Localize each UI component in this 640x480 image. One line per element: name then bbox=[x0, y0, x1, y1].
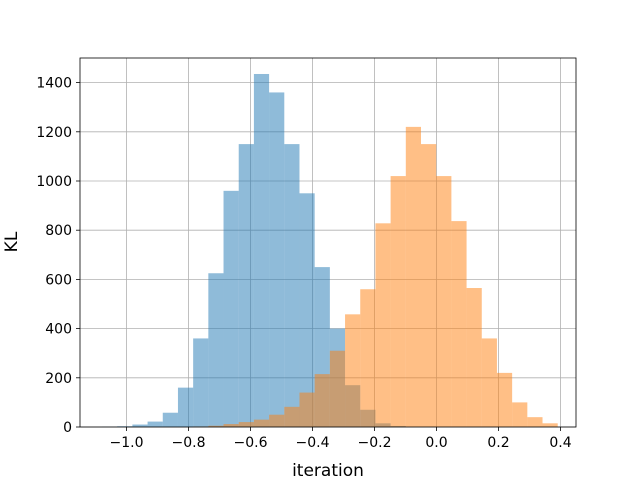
x-tick-label-3: −0.4 bbox=[296, 435, 330, 451]
bar-s1-6 bbox=[284, 406, 300, 427]
y-tick-label-1: 200 bbox=[45, 371, 72, 387]
bar-s0-8 bbox=[223, 190, 239, 427]
y-tick-label-2: 400 bbox=[45, 322, 72, 338]
bar-s1-7 bbox=[299, 392, 315, 427]
bar-s0-12 bbox=[284, 144, 300, 427]
x-axis-label: iteration bbox=[292, 461, 364, 480]
y-tick-label-6: 1200 bbox=[36, 125, 72, 141]
plot-frame bbox=[79, 57, 577, 428]
bar-s1-9 bbox=[329, 350, 346, 427]
x-tick-label-0: −1.0 bbox=[110, 435, 144, 451]
ticks: −1.0 −0.8 −0.6 −0.4 −0.2 0.0 0.2 0.4 0 200 400 600 8… bbox=[36, 76, 571, 451]
bar-s1-3 bbox=[238, 422, 254, 427]
x-tick-label-7: 0.4 bbox=[549, 435, 571, 451]
bar-s1-22 bbox=[527, 417, 543, 427]
bar-s1-11 bbox=[360, 289, 376, 427]
bar-s1-8 bbox=[314, 374, 330, 427]
bar-s1-16 bbox=[436, 176, 452, 427]
x-tick-label-5: 0.0 bbox=[425, 435, 447, 451]
bar-s1-14 bbox=[405, 126, 421, 427]
x-tick-label-6: 0.2 bbox=[487, 435, 509, 451]
bar-s0-5 bbox=[177, 387, 194, 427]
bar-s0-13 bbox=[299, 193, 315, 427]
bar-s1-20 bbox=[496, 372, 513, 427]
bar-s1-10 bbox=[345, 314, 361, 427]
bar-s1-23 bbox=[542, 423, 558, 427]
x-tick-label-2: −0.6 bbox=[234, 435, 268, 451]
bar-s1-15 bbox=[421, 144, 437, 427]
bar-s1-1 bbox=[208, 425, 224, 427]
bar-s1-2 bbox=[223, 424, 239, 427]
bar-s1-4 bbox=[253, 419, 270, 427]
bars bbox=[102, 73, 558, 428]
y-tick-label-0: 0 bbox=[63, 420, 72, 436]
bar-s0-10 bbox=[253, 73, 270, 428]
bar-s1-18 bbox=[466, 288, 482, 427]
bar-s0-7 bbox=[208, 273, 224, 427]
y-tick-label-7: 1400 bbox=[36, 76, 72, 92]
bar-s1-17 bbox=[451, 221, 467, 427]
bar-s1-19 bbox=[481, 338, 497, 427]
x-tick-label-1: −0.8 bbox=[172, 435, 206, 451]
bar-s0-2 bbox=[132, 424, 148, 427]
bar-s1-12 bbox=[375, 223, 391, 427]
bar-s0-4 bbox=[162, 412, 178, 427]
y-tick-label-4: 800 bbox=[45, 223, 72, 239]
x-tick-label-4: −0.2 bbox=[358, 435, 392, 451]
y-tick-label-3: 600 bbox=[45, 272, 72, 288]
y-axis-label: KL bbox=[2, 231, 22, 252]
y-tick-label-5: 1000 bbox=[36, 174, 72, 190]
bar-s0-11 bbox=[269, 92, 285, 427]
bar-s1-21 bbox=[512, 402, 528, 427]
bar-s0-3 bbox=[147, 421, 163, 427]
bar-s1-13 bbox=[390, 176, 406, 427]
bar-s0-9 bbox=[238, 144, 254, 427]
bar-s0-6 bbox=[193, 338, 209, 427]
bar-s1-5 bbox=[269, 414, 285, 427]
